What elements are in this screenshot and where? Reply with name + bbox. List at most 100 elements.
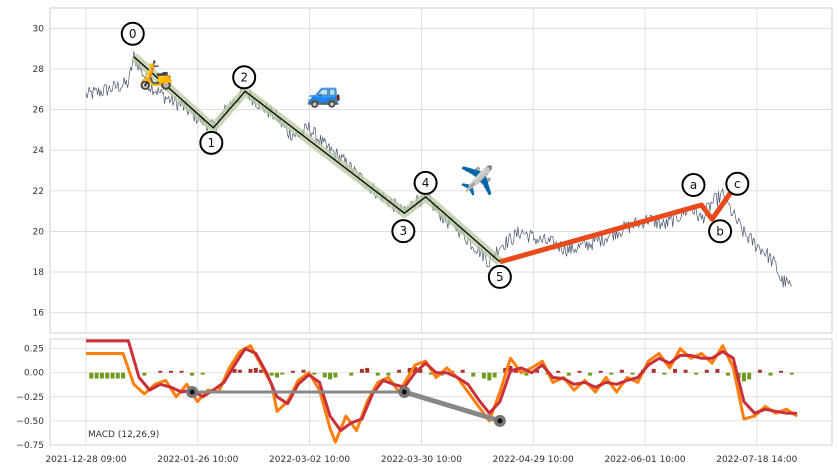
wave-marker-a <box>681 173 706 198</box>
macd-histogram-bar-27 <box>333 372 338 378</box>
wave-marker-2 <box>232 65 257 90</box>
wave-marker-4 <box>413 170 438 195</box>
price-ytick-28: 28 <box>33 65 45 75</box>
x-tick-label-2: 2022-03-02 10:00 <box>269 455 350 465</box>
macd-y-axis: −0.75 −0.50 −0.25 0.00 0.25 <box>16 345 44 451</box>
macd-histogram-bar-69 <box>741 372 746 382</box>
price-y-axis: 16 18 20 22 24 26 28 30 <box>33 24 45 318</box>
macd-histogram-bar-14 <box>232 368 237 373</box>
macd-histogram-bar-49 <box>535 369 539 373</box>
divergence-point-1 <box>401 389 407 395</box>
macd-histogram-bar-61 <box>662 372 667 375</box>
wave-label-3: 3 <box>400 224 408 238</box>
macd-series-line-1 <box>86 339 797 432</box>
wave-label-0: 0 <box>129 27 137 41</box>
macd-divergence-lines <box>186 386 506 427</box>
x-tick-label-5: 2022-06-01 10:00 <box>604 455 685 465</box>
macd-histogram-bar-8 <box>158 370 163 373</box>
macd-histogram-bar-17 <box>253 367 258 373</box>
macd-histogram-bar-37 <box>428 372 433 375</box>
macd-histogram-bar-62 <box>673 368 677 373</box>
macd-histogram-bar-56 <box>609 372 614 375</box>
divergence-point-2 <box>497 418 503 424</box>
macd-histogram-bar-63 <box>683 369 688 373</box>
macd-histogram-bar-41 <box>471 372 476 377</box>
macd-histogram-bar-31 <box>375 372 380 376</box>
macd-histogram-bar-24 <box>312 372 317 375</box>
wave-label-a: a <box>690 178 697 192</box>
macd-histogram-bar-2 <box>99 372 104 379</box>
wave-label-c: c <box>734 177 741 191</box>
macd-histogram-bar-5 <box>115 372 120 379</box>
macd-histogram-bar-65 <box>704 369 709 373</box>
macd-ytick-1: −0.50 <box>16 417 44 427</box>
price-gridlines <box>50 8 832 333</box>
macd-histogram-bar-30 <box>365 367 370 373</box>
macd-histogram-bar-3 <box>105 372 110 379</box>
macd-histogram-bar-32 <box>386 372 391 376</box>
elliott-correction-wave: a b c <box>499 171 750 265</box>
wave-marker-3 <box>391 219 416 244</box>
macd-histogram-bar-23 <box>301 369 306 373</box>
x-tick-label-4: 2022-04-29 10:00 <box>493 455 574 465</box>
macd-histogram-bar-34 <box>407 367 412 373</box>
macd-histogram-bar-21 <box>280 372 285 375</box>
divergence-line-1 <box>403 389 501 424</box>
wave-label-b: b <box>716 224 724 238</box>
macd-ytick-3: 0.00 <box>24 369 44 379</box>
macd-gridlines <box>50 339 832 446</box>
emoji-annotation-0: 🛵 <box>139 58 174 91</box>
macd-histogram-bar-28 <box>349 372 354 376</box>
x-tick-label-6: 2022-07-18 14:00 <box>716 455 797 465</box>
x-tick-label-3: 2022-03-30 10:00 <box>381 455 462 465</box>
x-tick-label-0: 2021-12-28 09:00 <box>45 455 126 465</box>
price-ytick-26: 26 <box>33 106 45 116</box>
macd-histogram-bar-55 <box>598 370 603 373</box>
macd-panel-title: MACD (12,26,9) <box>88 430 159 440</box>
price-ytick-18: 18 <box>33 268 45 278</box>
macd-histogram-bar-1 <box>94 372 99 379</box>
macd-ytick-4: 0.25 <box>24 345 44 355</box>
macd-histogram-bar-10 <box>179 370 184 373</box>
macd-histogram-bar-74 <box>789 372 794 375</box>
wave-marker-1 <box>199 130 224 155</box>
macd-histogram-bar-7 <box>142 372 147 376</box>
macd-histogram-bar-67 <box>726 372 730 376</box>
macd-histogram-bar-11 <box>190 372 195 376</box>
wave-label-4: 4 <box>422 176 430 190</box>
wave-marker-0 <box>120 21 145 46</box>
wave-label-1: 1 <box>208 136 216 150</box>
macd-histogram-bar-72 <box>768 372 773 376</box>
macd-histogram-bar-19 <box>269 372 274 376</box>
macd-histogram-bar-15 <box>237 369 242 373</box>
macd-series-line-0 <box>86 344 798 444</box>
emoji-annotation-2: ✈️ <box>460 163 495 197</box>
wave-marker-c <box>725 171 750 196</box>
macd-histogram-bar-52 <box>566 372 571 376</box>
wave-label-2: 2 <box>240 70 248 84</box>
macd-histogram-bar-35 <box>413 366 417 373</box>
macd-histogram-bar-16 <box>248 368 253 373</box>
macd-histogram-bar-6 <box>121 372 126 379</box>
macd-histogram-bar-29 <box>359 368 364 373</box>
macd-histogram-bar-58 <box>630 372 635 375</box>
macd-histogram-bar-42 <box>481 372 486 379</box>
macd-histogram-bar-33 <box>397 369 402 373</box>
divergence-point-0 <box>189 389 195 395</box>
wave-label-5: 5 <box>496 270 504 284</box>
wave-marker-b <box>708 219 733 244</box>
macd-histogram-bar-64 <box>694 372 699 375</box>
price-ytick-22: 22 <box>33 187 44 197</box>
macd-ytick-0: −0.75 <box>16 441 44 451</box>
price-ytick-16: 16 <box>33 309 45 319</box>
macd-histogram-bar-71 <box>757 369 762 373</box>
macd-histogram-bar-0 <box>89 372 94 379</box>
price-ytick-20: 20 <box>33 227 45 237</box>
x-tick-label-1: 2022-01-26 10:00 <box>157 455 238 465</box>
macd-histogram-bar-22 <box>290 370 295 373</box>
macd-histogram-bar-66 <box>715 368 720 373</box>
macd-histogram-bar-57 <box>619 369 624 373</box>
elliott-impulse-wave: 0 1 2 3 4 5 <box>120 21 512 289</box>
